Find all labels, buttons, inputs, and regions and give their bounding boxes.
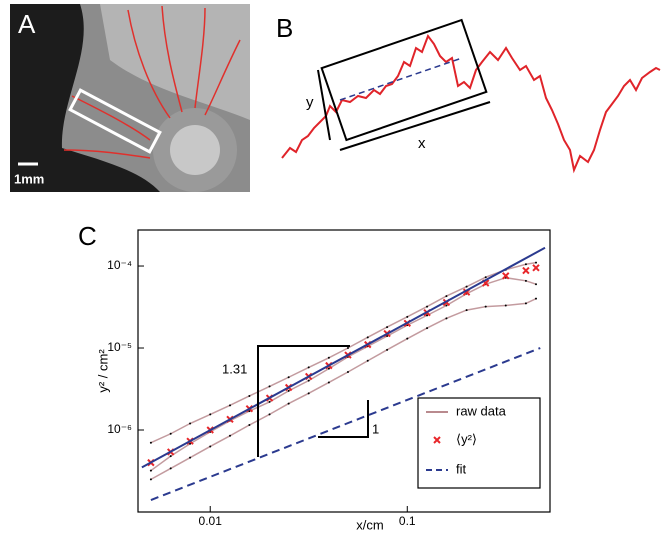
raw-point: [307, 392, 310, 395]
raw-point: [149, 441, 152, 444]
plot-frame: [137, 229, 551, 513]
raw-point: [327, 367, 330, 370]
reference-line: [150, 347, 541, 501]
raw-point: [484, 305, 487, 308]
raw-point: [307, 366, 310, 369]
y-arrow: [317, 69, 331, 141]
panel-label: A: [18, 9, 36, 39]
raw-point: [229, 434, 232, 437]
scale-bar-label: 1mm: [14, 171, 44, 186]
legend-label: ⟨y²⟩: [456, 431, 477, 446]
legend-swatch: [433, 436, 441, 444]
raw-point: [346, 347, 349, 350]
raw-point: [406, 315, 409, 318]
raw-point: [534, 297, 537, 300]
raw-point: [287, 376, 290, 379]
slope-triangles: [257, 345, 369, 457]
mean-marker: [522, 266, 530, 275]
raw-point: [465, 285, 468, 288]
raw-point: [534, 261, 537, 264]
raw-point: [169, 455, 172, 458]
raw-point: [524, 279, 527, 282]
raw-point: [248, 394, 251, 397]
profile-trace: [281, 33, 661, 174]
raw-point: [149, 478, 152, 481]
b-x-label: x: [418, 135, 426, 152]
raw-point: [307, 379, 310, 382]
raw-point: [426, 314, 429, 317]
x-arrow: [339, 101, 491, 151]
raw-point: [426, 305, 429, 308]
raw-point: [189, 442, 192, 445]
raw-point: [386, 335, 389, 338]
annotation: 1: [372, 421, 379, 436]
x-axis-label: x/cm: [356, 517, 383, 532]
legend: raw data ⟨y²⟩ fit: [417, 397, 541, 489]
raw-point: [524, 302, 527, 305]
window-box: [320, 18, 488, 142]
x-tick-label: 0.1: [399, 514, 416, 528]
raw-point: [366, 336, 369, 339]
raw-point: [209, 445, 212, 448]
raw-point: [445, 295, 448, 298]
raw-point: [386, 348, 389, 351]
x-tick-label: 0.01: [199, 514, 223, 528]
raw-point: [327, 381, 330, 384]
plot: [141, 246, 546, 501]
raw-point: [287, 402, 290, 405]
raw-point: [229, 404, 232, 407]
raw-point: [524, 263, 527, 266]
fit-line: [141, 246, 546, 469]
y-tick-label: 10⁻⁵: [107, 340, 132, 354]
raw-point: [386, 326, 389, 329]
raw-point: [504, 304, 507, 307]
raw-point: [534, 283, 537, 286]
raw-point: [406, 337, 409, 340]
raw-point: [209, 413, 212, 416]
panel-label: C: [78, 221, 97, 251]
raw-point: [366, 359, 369, 362]
raw-point: [426, 327, 429, 330]
legend-label: raw data: [456, 403, 507, 418]
raw-point: [346, 370, 349, 373]
annotation: 1.31: [222, 361, 247, 376]
panel-a-image: [10, 4, 250, 192]
raw-point: [189, 422, 192, 425]
raw-point: [268, 385, 271, 388]
raw-point: [445, 317, 448, 320]
y-axis-label: y² / cm²: [95, 349, 110, 393]
b-y-label: y: [306, 94, 314, 111]
mean-marker: [532, 264, 540, 272]
raw-point: [268, 400, 271, 403]
legend-label: fit: [456, 461, 467, 476]
raw-point: [149, 469, 152, 472]
raw-point: [189, 456, 192, 459]
raw-point: [287, 389, 290, 392]
y-tick-label: 10⁻⁴: [107, 258, 132, 272]
trend-line: [339, 57, 463, 101]
raw-point: [327, 356, 330, 359]
raw-point: [465, 309, 468, 312]
raw-point: [169, 467, 172, 470]
mean-marker: [502, 272, 510, 280]
panel-label: B: [276, 13, 293, 43]
raw-point: [445, 304, 448, 307]
y-tick-label: 10⁻⁶: [107, 422, 132, 436]
raw-point: [248, 410, 251, 413]
raw-point: [169, 432, 172, 435]
raw-point: [268, 413, 271, 416]
raw-point: [248, 424, 251, 427]
raw-point: [484, 276, 487, 279]
